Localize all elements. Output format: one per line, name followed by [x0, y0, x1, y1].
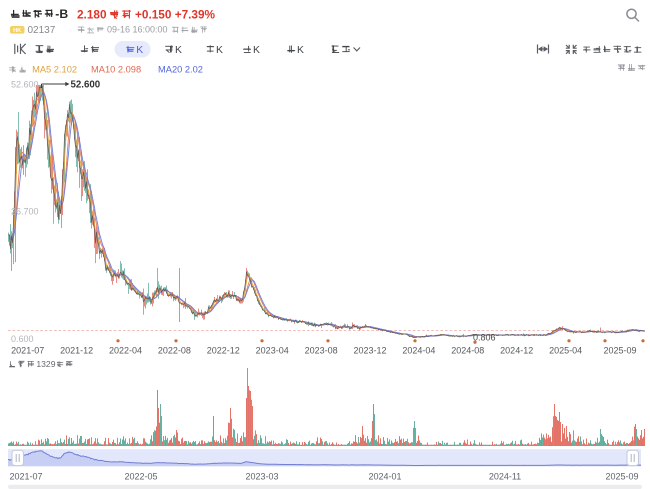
svg-text:2022-05: 2022-05 [124, 472, 157, 482]
svg-text:2022-12: 2022-12 [207, 346, 240, 356]
svg-text:2.180: 2.180 [77, 8, 107, 22]
svg-text:-B: -B [55, 7, 68, 21]
svg-text:2025-04: 2025-04 [549, 346, 582, 356]
svg-text:MA10 2.098: MA10 2.098 [91, 65, 141, 75]
svg-text:2022-08: 2022-08 [158, 346, 191, 356]
svg-text:2024-11: 2024-11 [489, 472, 521, 482]
svg-text:+0.150 +7.39%: +0.150 +7.39% [135, 8, 216, 22]
svg-text:2023-03: 2023-03 [245, 472, 278, 482]
svg-text:2022-04: 2022-04 [109, 346, 142, 356]
svg-text:MA20 2.02: MA20 2.02 [158, 65, 203, 75]
svg-text:2025-09: 2025-09 [603, 346, 636, 356]
svg-text:2021-12: 2021-12 [60, 346, 93, 356]
svg-text:K: K [216, 45, 223, 56]
svg-text:52.600: 52.600 [11, 80, 39, 90]
svg-text:2023-08: 2023-08 [305, 346, 338, 356]
svg-text:2024-08: 2024-08 [451, 346, 484, 356]
svg-text:0.806: 0.806 [473, 333, 496, 343]
svg-text:2024-12: 2024-12 [500, 346, 533, 356]
svg-text:26.700: 26.700 [11, 207, 39, 217]
svg-text:K: K [136, 45, 143, 56]
svg-text:0.600: 0.600 [11, 334, 34, 344]
svg-text:K: K [297, 45, 304, 56]
svg-text:HK: HK [13, 28, 21, 34]
svg-text:K: K [175, 45, 182, 56]
svg-text:K: K [253, 45, 260, 56]
svg-text:2023-12: 2023-12 [353, 346, 386, 356]
svg-text:09-16 16:00:00: 09-16 16:00:00 [107, 25, 168, 35]
svg-text:2024-01: 2024-01 [368, 472, 401, 482]
svg-text:1329: 1329 [36, 359, 55, 369]
svg-text:2021-07: 2021-07 [11, 346, 44, 356]
svg-text:2023-04: 2023-04 [256, 346, 289, 356]
svg-text:MA5 2.102: MA5 2.102 [32, 65, 77, 75]
svg-text:02137: 02137 [28, 25, 56, 36]
svg-text:2025-09: 2025-09 [605, 472, 638, 482]
svg-text:2021-07: 2021-07 [9, 472, 42, 482]
svg-text:52.600: 52.600 [71, 80, 101, 91]
svg-text:2024-04: 2024-04 [402, 346, 435, 356]
